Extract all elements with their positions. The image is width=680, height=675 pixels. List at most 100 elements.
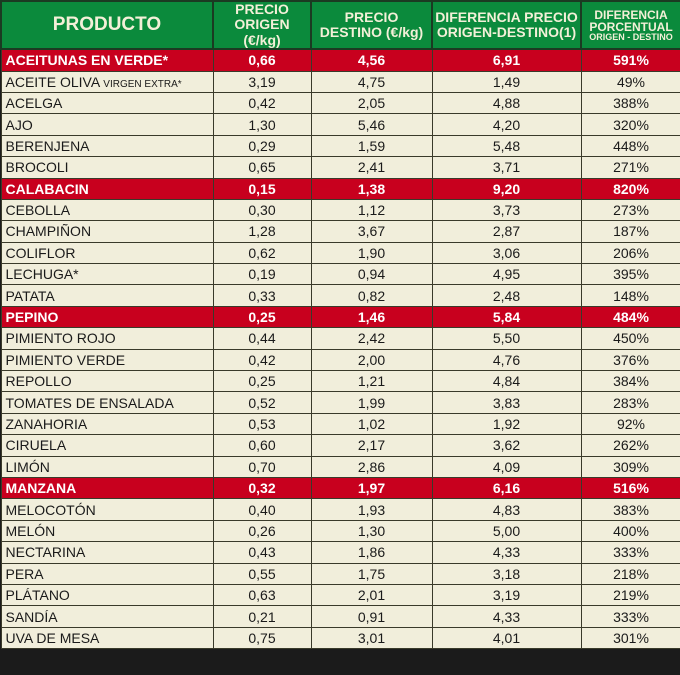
cell-diferencia: 1,92 [431,412,582,436]
cell-precio-destino: 2,86 [310,455,433,478]
cell-producto: MANZANA [0,476,214,500]
table-row: REPOLLO 0,25 1,21 4,84 384% [0,370,680,393]
table-row: NECTARINA 0,43 1,86 4,33 333% [0,541,680,564]
product-name: LIMÓN [5,458,50,475]
cell-diferencia: 4,84 [431,370,582,393]
product-name: PIMIENTO VERDE [5,351,126,368]
product-name: CALABACIN [5,180,89,197]
cell-precio-destino: 2,05 [310,91,433,115]
cell-precio-origen: 0,42 [212,348,312,372]
cell-porcentaje: 271% [580,156,680,179]
product-name: ACEITUNAS EN VERDE* [5,52,169,69]
cell-precio-origen: 0,42 [212,91,312,115]
cell-porcentaje: 320% [580,113,680,136]
cell-porcentaje: 301% [580,626,680,650]
cell-porcentaje: 591% [580,48,680,72]
header-diferencia-precio: DIFERENCIA PRECIO ORIGEN-DESTINO(1) [431,0,582,51]
cell-producto: TOMATES DE ENSALADA [0,391,214,414]
table-row: AJO 1,30 5,46 4,20 320% [0,113,680,136]
cell-diferencia: 4,88 [431,91,582,115]
cell-producto: MELOCOTÓN [0,498,214,521]
cell-diferencia: 4,09 [431,455,582,478]
cell-porcentaje: 333% [580,541,680,564]
cell-diferencia: 3,71 [431,156,582,179]
header-diferencia-porcentual: DIFERENCIA PORCENTUAL ORIGEN - DESTINO [580,0,680,51]
cell-precio-destino: 2,01 [310,583,433,607]
cell-precio-destino: 1,93 [310,498,433,521]
header-line: ORIGEN-DESTINO(1) [436,24,577,41]
product-name: CHAMPIÑON [5,223,92,240]
table-row: LECHUGA* 0,19 0,94 4,95 395% [0,263,680,286]
cell-precio-origen: 0,62 [212,241,312,265]
table-row: PERA 0,55 1,75 3,18 218% [0,562,680,585]
cell-porcentaje: 187% [580,220,680,243]
cell-precio-destino: 1,59 [310,134,433,158]
cell-porcentaje: 484% [580,305,680,329]
cell-precio-origen: 0,30 [212,198,312,222]
table-row: CALABACIN 0,15 1,38 9,20 820% [0,177,680,200]
product-name: ACELGA [5,95,63,112]
cell-diferencia: 5,84 [431,305,582,329]
cell-precio-destino: 4,75 [310,70,433,93]
cell-precio-destino: 1,46 [310,305,433,329]
cell-producto: PERA [0,562,214,585]
cell-porcentaje: 448% [580,134,680,158]
cell-producto: ACEITE OLIVA VIRGEN EXTRA* [0,70,214,93]
cell-producto: PLÁTANO [0,583,214,607]
product-name: AJO [5,116,33,133]
table-row: MELÓN 0,26 1,30 5,00 400% [0,519,680,543]
table-row: BROCOLI 0,65 2,41 3,71 271% [0,156,680,179]
cell-porcentaje: 49% [580,70,680,93]
cell-porcentaje: 283% [580,391,680,414]
cell-precio-destino: 1,21 [310,370,433,393]
cell-diferencia: 5,48 [431,134,582,158]
cell-porcentaje: 92% [580,412,680,436]
cell-precio-origen: 3,19 [212,70,312,93]
product-name: UVA DE MESA [5,629,100,646]
cell-precio-origen: 0,21 [212,605,312,628]
product-name-suffix: VIRGEN EXTRA* [103,78,182,90]
header-line: PRECIO [344,8,399,25]
cell-diferencia: 4,83 [431,498,582,521]
cell-diferencia: 6,91 [431,48,582,72]
header-line: PRECIO [235,1,289,17]
table-row: CEBOLLA 0,30 1,12 3,73 273% [0,198,680,222]
table-row: UVA DE MESA 0,75 3,01 4,01 301% [0,626,680,650]
cell-producto: ACELGA [0,91,214,115]
cell-porcentaje: 388% [580,91,680,115]
cell-precio-origen: 0,66 [212,48,312,72]
cell-porcentaje: 333% [580,605,680,628]
cell-diferencia: 2,87 [431,220,582,243]
table-row: BERENJENA 0,29 1,59 5,48 448% [0,134,680,158]
cell-diferencia: 3,06 [431,241,582,265]
cell-precio-destino: 3,67 [310,220,433,243]
cell-porcentaje: 820% [580,177,680,200]
cell-diferencia: 6,16 [431,476,582,500]
table-row: CHAMPIÑON 1,28 3,67 2,87 187% [0,220,680,243]
cell-diferencia: 4,95 [431,263,582,286]
table-row: ACEITE OLIVA VIRGEN EXTRA* 3,19 4,75 1,49 49… [0,70,680,93]
cell-producto: PIMIENTO ROJO [0,327,214,350]
cell-precio-destino: 1,90 [310,241,433,265]
cell-precio-origen: 0,29 [212,134,312,158]
cell-precio-destino: 2,42 [310,327,433,350]
table-row: ACEITUNAS EN VERDE* 0,66 4,56 6,91 591% [0,48,680,72]
product-name: MELÓN [5,522,56,539]
cell-precio-origen: 0,40 [212,498,312,521]
cell-precio-destino: 1,99 [310,391,433,414]
cell-porcentaje: 516% [580,476,680,500]
product-name: ZANAHORIA [5,416,88,432]
table-row: COLIFLOR 0,62 1,90 3,06 206% [0,241,680,265]
cell-producto: ZANAHORIA [0,412,214,436]
header-line: DESTINO (€/kg) [319,24,424,41]
cell-diferencia: 1,49 [431,70,582,93]
cell-producto: COLIFLOR [0,241,214,265]
cell-producto: CEBOLLA [0,198,214,222]
header-precio-destino: PRECIO DESTINO (€/kg) [310,0,433,51]
cell-porcentaje: 376% [580,348,680,372]
cell-precio-origen: 0,63 [212,583,312,607]
product-name: SANDÍA [5,608,58,625]
table-row: PIMIENTO VERDE 0,42 2,00 4,76 376% [0,348,680,372]
cell-producto: CHAMPIÑON [0,220,214,243]
product-name: BROCOLI [5,159,69,176]
